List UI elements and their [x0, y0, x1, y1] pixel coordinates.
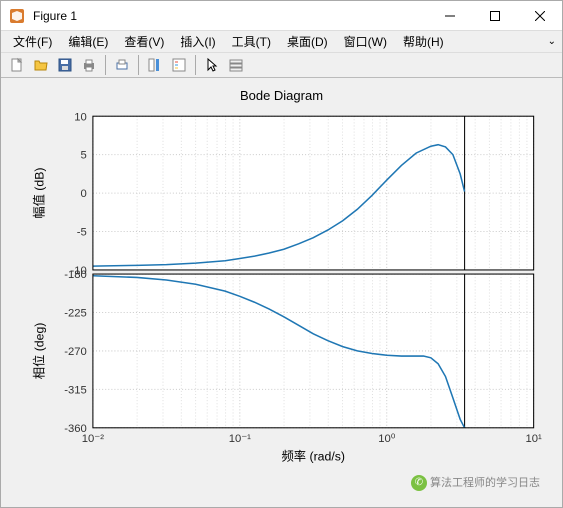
- titlebar: Figure 1: [1, 1, 562, 31]
- data-cursor-button[interactable]: [225, 54, 247, 76]
- svg-text:10⁻²: 10⁻²: [82, 433, 104, 445]
- insert-legend-button[interactable]: [168, 54, 190, 76]
- svg-text:频率 (rad/s): 频率 (rad/s): [282, 448, 345, 463]
- svg-text:-180: -180: [64, 269, 87, 281]
- maximize-button[interactable]: [472, 1, 517, 31]
- svg-text:-315: -315: [64, 384, 87, 396]
- open-button[interactable]: [30, 54, 52, 76]
- svg-text:-270: -270: [64, 346, 87, 358]
- menu-tools[interactable]: 工具(T): [224, 31, 279, 52]
- svg-text:相位 (deg): 相位 (deg): [32, 322, 47, 379]
- menu-help[interactable]: 帮助(H): [395, 31, 452, 52]
- svg-text:-360: -360: [64, 422, 87, 434]
- toolbar-separator: [195, 55, 196, 75]
- menubar: 文件(F) 编辑(E) 查看(V) 插入(I) 工具(T) 桌面(D) 窗口(W…: [1, 31, 562, 53]
- menu-window[interactable]: 窗口(W): [336, 31, 395, 52]
- wechat-icon: ✆: [411, 475, 427, 491]
- svg-text:10: 10: [74, 111, 87, 123]
- svg-text:-5: -5: [77, 226, 87, 238]
- print-button[interactable]: [78, 54, 100, 76]
- chart-container[interactable]: 10⁻²10⁻¹10⁰10¹-10-50510-360-315-270-225-…: [15, 107, 548, 499]
- svg-text:0: 0: [80, 188, 86, 200]
- svg-text:-225: -225: [64, 307, 87, 319]
- pointer-button[interactable]: [201, 54, 223, 76]
- figure-window: Figure 1 文件(F) 编辑(E) 查看(V) 插入(I) 工具(T) 桌…: [0, 0, 563, 508]
- menu-edit[interactable]: 编辑(E): [60, 31, 116, 52]
- toolbar-separator: [138, 55, 139, 75]
- edit-plot-button[interactable]: [111, 54, 133, 76]
- watermark: ✆算法工程师的学习日志: [407, 472, 544, 493]
- svg-text:幅值 (dB): 幅值 (dB): [32, 167, 47, 218]
- close-button[interactable]: [517, 1, 562, 31]
- svg-text:10¹: 10¹: [526, 433, 543, 445]
- svg-text:10⁰: 10⁰: [378, 433, 396, 445]
- insert-colorbar-button[interactable]: [144, 54, 166, 76]
- save-button[interactable]: [54, 54, 76, 76]
- plot-area: Bode Diagram 10⁻²10⁻¹10⁰10¹-10-50510-360…: [1, 78, 562, 508]
- svg-text:10⁻¹: 10⁻¹: [229, 433, 251, 445]
- window-title: Figure 1: [33, 9, 427, 23]
- app-icon: [9, 8, 25, 24]
- toolbar: [1, 53, 562, 78]
- plot-title: Bode Diagram: [15, 88, 548, 103]
- window-controls: [427, 1, 562, 31]
- menu-view[interactable]: 查看(V): [116, 31, 172, 52]
- toolbar-separator: [105, 55, 106, 75]
- watermark-text: 算法工程师的学习日志: [430, 477, 540, 489]
- menu-overflow-icon[interactable]: ⌄: [548, 36, 556, 47]
- menu-file[interactable]: 文件(F): [5, 31, 60, 52]
- bode-plot: 10⁻²10⁻¹10⁰10¹-10-50510-360-315-270-225-…: [15, 107, 548, 499]
- minimize-button[interactable]: [427, 1, 472, 31]
- menu-desktop[interactable]: 桌面(D): [279, 31, 336, 52]
- menu-insert[interactable]: 插入(I): [172, 31, 223, 52]
- svg-text:5: 5: [80, 149, 86, 161]
- new-figure-button[interactable]: [6, 54, 28, 76]
